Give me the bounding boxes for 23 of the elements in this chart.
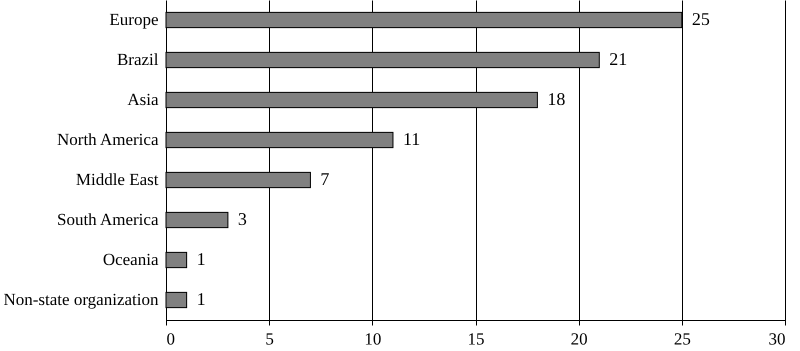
y-tick-label: South America (56, 210, 159, 229)
y-tick-label: North America (57, 130, 159, 149)
y-tick-label: Middle East (76, 170, 159, 189)
x-tick-label: 25 (674, 330, 691, 348)
x-tick-label: 30 (768, 330, 786, 348)
data-label: 1 (196, 289, 206, 309)
x-tick-label: 20 (570, 330, 588, 348)
x-tick-label: 10 (364, 330, 382, 348)
y-tick-label: Asia (127, 90, 159, 109)
y-tick-label: Oceania (102, 250, 159, 269)
data-label: 18 (547, 89, 566, 109)
data-label: 3 (238, 209, 247, 229)
data-label: 21 (609, 49, 628, 69)
data-label: 7 (320, 169, 330, 189)
y-tick-label: Non-state organization (3, 290, 159, 309)
x-tick-label: 0 (166, 330, 175, 348)
y-tick-label: Brazil (116, 50, 159, 69)
x-tick-label: 5 (265, 330, 274, 348)
data-label: 1 (196, 249, 206, 269)
data-label: 11 (402, 129, 420, 149)
x-tick-label: 15 (468, 330, 484, 348)
y-tick-label: Europe (109, 10, 158, 29)
data-label: 25 (692, 9, 710, 29)
